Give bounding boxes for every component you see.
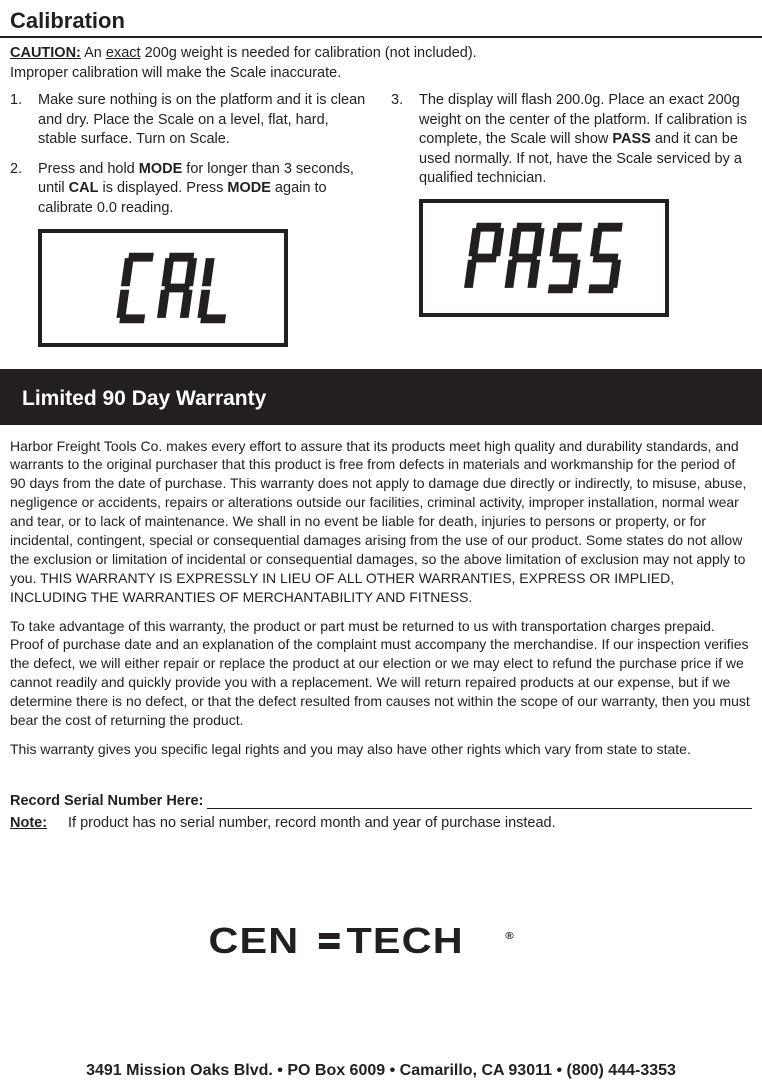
warranty-p1: Harbor Freight Tools Co. makes every eff… xyxy=(10,437,752,607)
note-row: Note: If product has no serial number, r… xyxy=(0,809,762,831)
step-3-body: The display will flash 200.0g. Place an … xyxy=(419,91,752,189)
lcd-cal-inner xyxy=(48,239,278,337)
brand-logo-svg: CEN TECH ® xyxy=(209,921,554,961)
caution-text-a: An xyxy=(81,45,106,61)
lcd-display-cal xyxy=(38,229,288,347)
caution-label: CAUTION: xyxy=(10,45,81,61)
lcd-pass-inner xyxy=(429,209,659,307)
serial-line[interactable] xyxy=(207,795,752,809)
s2-cal: CAL xyxy=(69,180,99,196)
warranty-p2: To take advantage of this warranty, the … xyxy=(10,617,752,730)
step-1-body: Make sure nothing is on the platform and… xyxy=(38,91,371,150)
caution-text-b: 200g weight is needed for calibration (n… xyxy=(141,45,477,61)
step-1: 1. Make sure nothing is on the platform … xyxy=(10,91,371,150)
warranty-banner: Limited 90 Day Warranty xyxy=(0,369,762,425)
s2-mode2: MODE xyxy=(227,180,271,196)
svg-text:TECH: TECH xyxy=(347,921,464,961)
step-1-num: 1. xyxy=(10,91,38,150)
svg-text:CEN: CEN xyxy=(209,921,300,961)
step-2-num: 2. xyxy=(10,160,38,219)
brand-logo: CEN TECH ® xyxy=(209,921,554,970)
step-3: 3. The display will flash 200.0g. Place … xyxy=(391,91,752,189)
step-3-num: 3. xyxy=(391,91,419,189)
note-text: If product has no serial number, record … xyxy=(68,815,556,831)
footer: 3491 Mission Oaks Blvd. • PO Box 6009 • … xyxy=(0,1062,762,1080)
warranty-banner-text: Limited 90 Day Warranty xyxy=(22,387,266,410)
s2c: is displayed. Press xyxy=(98,180,227,196)
steps-col-left: 1. Make sure nothing is on the platform … xyxy=(10,91,371,346)
svg-text:®: ® xyxy=(505,930,516,941)
lcd-pass-svg xyxy=(438,214,649,302)
serial-row: Record Serial Number Here: xyxy=(0,793,762,809)
s2a: Press and hold xyxy=(38,161,139,177)
logo-wrap: CEN TECH ® xyxy=(0,921,762,970)
s3-pass: PASS xyxy=(612,131,650,147)
step-2-body: Press and hold MODE for longer than 3 se… xyxy=(38,160,371,219)
lcd-display-pass xyxy=(419,199,669,317)
caution-line2: Improper calibration will make the Scale… xyxy=(10,65,341,81)
caution-block: CAUTION: An exact 200g weight is needed … xyxy=(0,38,762,87)
warranty-body: Harbor Freight Tools Co. makes every eff… xyxy=(0,425,762,759)
note-label: Note: xyxy=(10,815,68,831)
steps-wrap: 1. Make sure nothing is on the platform … xyxy=(0,87,762,346)
lcd-cal-svg xyxy=(57,244,268,332)
warranty-p3: This warranty gives you specific legal r… xyxy=(10,740,752,759)
caution-underlined: exact xyxy=(106,45,141,61)
calibration-title: Calibration xyxy=(0,0,762,38)
s2-mode: MODE xyxy=(139,161,183,177)
step-2: 2. Press and hold MODE for longer than 3… xyxy=(10,160,371,219)
steps-col-right: 3. The display will flash 200.0g. Place … xyxy=(391,91,752,346)
serial-label: Record Serial Number Here: xyxy=(10,793,203,809)
